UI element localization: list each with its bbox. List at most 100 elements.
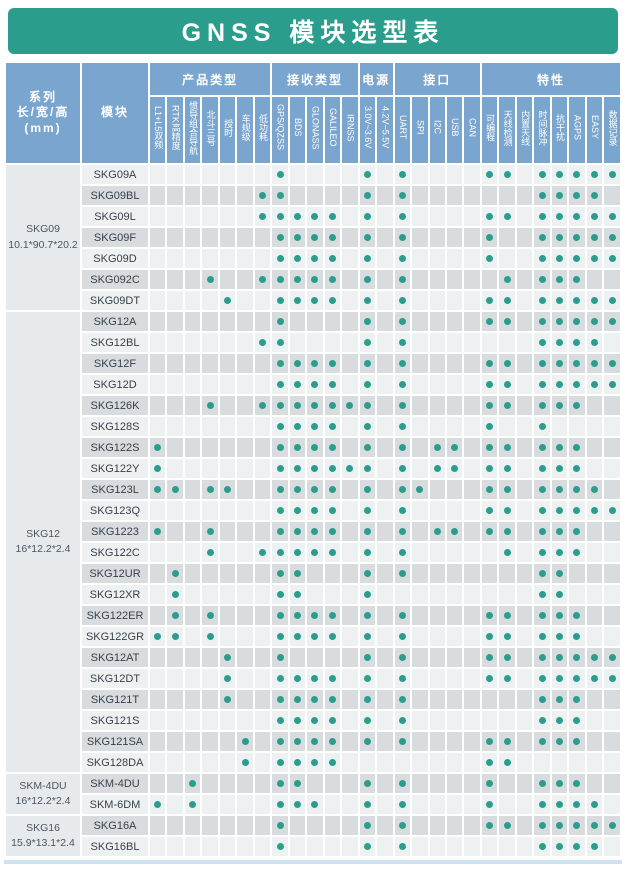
feature-cell	[150, 270, 166, 289]
feature-cell	[202, 186, 218, 205]
feature-cell	[446, 606, 463, 625]
table-row: SKG122C	[6, 543, 620, 562]
feature-dot	[538, 423, 546, 430]
feature-dot	[503, 486, 511, 493]
feature-cell	[359, 459, 376, 478]
feature-cell	[167, 228, 183, 247]
module-name: SKG09A	[82, 165, 148, 184]
feature-cell	[604, 165, 620, 184]
feature-cell	[394, 648, 411, 667]
feature-dot	[171, 633, 179, 640]
feature-cell	[254, 564, 271, 583]
module-name: SKG12D	[82, 375, 148, 394]
feature-cell	[394, 753, 411, 772]
feature-cell	[237, 564, 253, 583]
feature-cell	[359, 816, 376, 835]
feature-cell	[324, 732, 341, 751]
feature-cell	[289, 459, 306, 478]
series-group-label: SKG12 16*12.2*2.4	[6, 312, 80, 772]
feature-cell	[150, 417, 166, 436]
feature-cell	[516, 207, 533, 226]
feature-cell	[551, 207, 568, 226]
feature-cell	[202, 711, 218, 730]
feature-cell	[184, 732, 201, 751]
feature-cell	[377, 207, 393, 226]
feature-cell	[516, 627, 533, 646]
feature-cell	[534, 333, 550, 352]
feature-cell	[342, 711, 358, 730]
feature-cell	[254, 816, 271, 835]
feature-cell	[499, 606, 515, 625]
feature-cell	[359, 690, 376, 709]
feature-dot	[573, 360, 581, 367]
feature-cell	[481, 186, 498, 205]
feature-dot	[590, 171, 598, 178]
feature-dot	[293, 612, 301, 619]
table-row: SKG12BL	[6, 333, 620, 352]
feature-cell	[446, 333, 463, 352]
feature-cell	[219, 438, 236, 457]
feature-cell	[324, 396, 341, 415]
feature-cell	[237, 585, 253, 604]
feature-cell	[237, 165, 253, 184]
feature-cell	[481, 753, 498, 772]
gnss-selection-table: 系列 长/宽/高 (mm) 模块 产品类型 接收类型 电源 接口 特性 L1+L5双频 RTK高精度…	[4, 61, 622, 858]
feature-cell	[272, 627, 288, 646]
feature-cell	[254, 690, 271, 709]
feature-cell	[551, 732, 568, 751]
feature-dot	[311, 276, 319, 283]
feature-cell	[342, 354, 358, 373]
feature-dot	[276, 192, 284, 199]
feature-dot	[538, 528, 546, 535]
feature-cell	[586, 312, 603, 331]
feature-dot	[573, 402, 581, 409]
feature-cell	[167, 606, 183, 625]
feature-cell	[150, 291, 166, 310]
feature-cell	[551, 543, 568, 562]
feature-cell	[534, 459, 550, 478]
feature-dot	[556, 780, 564, 787]
feature-cell	[429, 249, 445, 268]
feature-cell	[167, 732, 183, 751]
column-header-label: GPS/QZSS	[275, 104, 286, 151]
column-header-label: 授时	[223, 118, 234, 137]
feature-cell	[324, 711, 341, 730]
feature-dot	[398, 381, 406, 388]
feature-cell	[586, 837, 603, 856]
feature-cell	[586, 165, 603, 184]
feature-cell	[342, 396, 358, 415]
feature-dot	[556, 717, 564, 724]
feature-cell	[586, 795, 603, 814]
feature-dot	[363, 717, 371, 724]
feature-cell	[150, 165, 166, 184]
feature-dot	[573, 717, 581, 724]
feature-dot	[556, 444, 564, 451]
feature-dot	[556, 843, 564, 850]
feature-cell	[237, 837, 253, 856]
feature-cell	[167, 312, 183, 331]
feature-cell	[551, 480, 568, 499]
feature-cell	[446, 501, 463, 520]
feature-cell	[499, 564, 515, 583]
feature-cell	[394, 333, 411, 352]
feature-cell	[481, 732, 498, 751]
feature-cell	[586, 333, 603, 352]
feature-dot	[276, 843, 284, 850]
feature-dot	[556, 591, 564, 598]
feature-cell	[604, 711, 620, 730]
feature-dot	[276, 549, 284, 556]
feature-cell	[516, 186, 533, 205]
feature-cell	[499, 312, 515, 331]
feature-cell	[551, 501, 568, 520]
feature-cell	[394, 543, 411, 562]
feature-cell	[481, 417, 498, 436]
module-name: SKG126K	[82, 396, 148, 415]
feature-dot	[538, 339, 546, 346]
feature-cell	[289, 417, 306, 436]
column-header: 北斗三号	[202, 97, 218, 163]
feature-cell	[184, 795, 201, 814]
feature-dot	[398, 696, 406, 703]
feature-cell	[167, 291, 183, 310]
feature-dot	[293, 507, 301, 514]
module-name: SKG12AT	[82, 648, 148, 667]
